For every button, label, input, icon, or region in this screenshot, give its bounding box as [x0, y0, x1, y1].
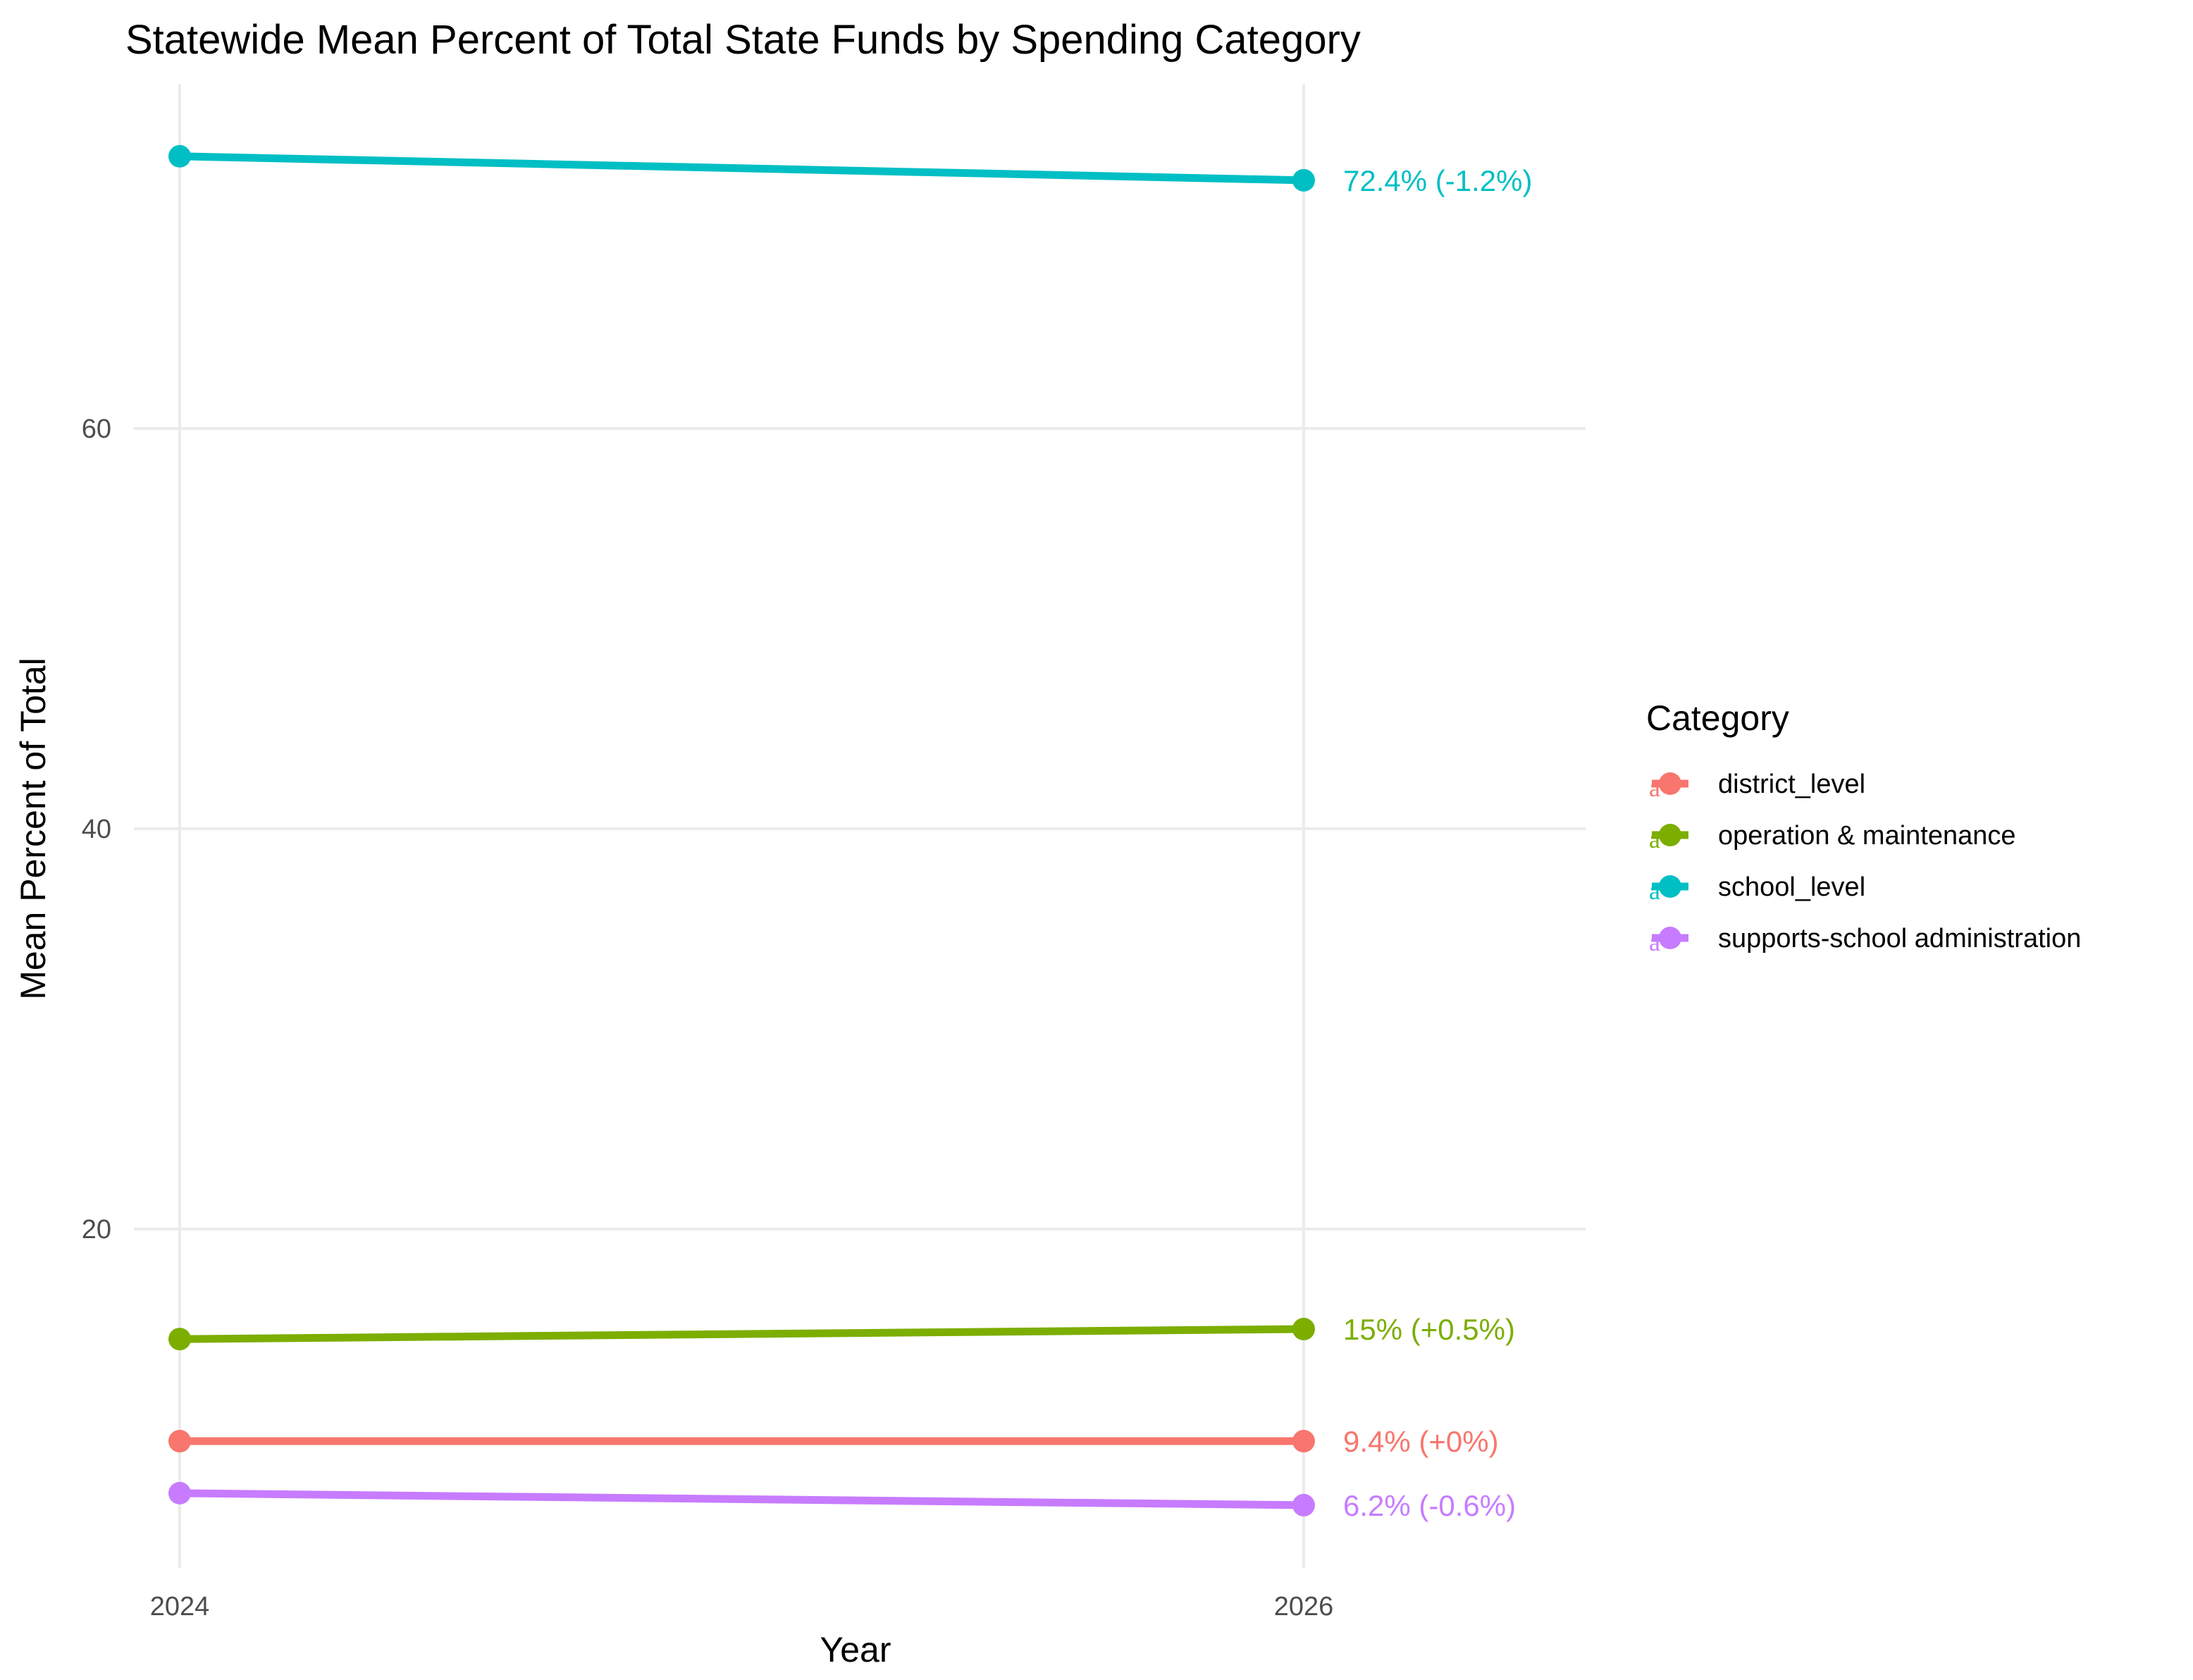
series-school-level: 72.4% (-1.2%)	[168, 144, 1532, 197]
legend-key-point	[1659, 772, 1681, 795]
legend-item: a school_level	[1649, 872, 1865, 905]
legend-label: operation & maintenance	[1718, 821, 2016, 851]
y-tick-label: 40	[82, 815, 111, 844]
end-value-label: 15% (+0.5%)	[1343, 1313, 1515, 1346]
data-point	[168, 1328, 191, 1351]
series-supports-school-administration: 6.2% (-0.6%)	[168, 1481, 1516, 1522]
y-axis-ticks: 20 40 60	[82, 414, 111, 1244]
series-line	[179, 1489, 1304, 1509]
end-value-label: 6.2% (-0.6%)	[1343, 1489, 1516, 1522]
legend-label: school_level	[1718, 872, 1865, 902]
legend-key-point	[1659, 875, 1681, 898]
data-point	[168, 1430, 191, 1453]
x-tick-label: 2026	[1274, 1592, 1334, 1622]
data-point	[1292, 1430, 1315, 1453]
end-value-label: 9.4% (+0%)	[1343, 1425, 1499, 1458]
legend-key-point	[1659, 824, 1681, 846]
x-axis-ticks: 2024 2026	[150, 1592, 1334, 1622]
series-district-level: 9.4% (+0%)	[168, 1425, 1499, 1458]
series: 9.4% (+0%) 15% (+0.5%) 72.4% (-1.2%) 6.2% (…	[168, 144, 1532, 1522]
chart-title: Statewide Mean Percent of Total State Fu…	[125, 17, 1361, 63]
y-tick-label: 20	[82, 1215, 111, 1244]
legend-key-point	[1659, 927, 1681, 949]
end-value-label: 72.4% (-1.2%)	[1343, 164, 1532, 197]
data-point	[168, 144, 191, 168]
grid	[134, 85, 1586, 1568]
legend-title: Category	[1646, 698, 1789, 738]
legend-key-glyph: a	[1649, 928, 1660, 956]
data-point	[1292, 1318, 1315, 1340]
data-point	[1292, 1493, 1315, 1517]
legend-item: a operation & maintenance	[1649, 821, 2016, 853]
series-line	[179, 1325, 1304, 1343]
legend-item: a supports-school administration	[1649, 924, 2081, 956]
legend-key-glyph: a	[1649, 877, 1660, 905]
legend-key-glyph: a	[1649, 774, 1660, 802]
data-point	[168, 1481, 191, 1505]
series-operation-maintenance: 15% (+0.5%)	[168, 1313, 1515, 1351]
legend-key-glyph: a	[1649, 825, 1660, 853]
x-tick-label: 2024	[150, 1592, 210, 1622]
legend-label: district_level	[1718, 770, 1865, 799]
series-line	[179, 152, 1304, 185]
x-axis-title: Year	[820, 1630, 891, 1669]
legend-label: supports-school administration	[1718, 924, 2081, 953]
y-axis-title: Mean Percent of Total	[13, 657, 53, 999]
legend-item: a district_level	[1649, 770, 1865, 802]
y-tick-label: 60	[82, 414, 111, 444]
data-point	[1292, 168, 1315, 192]
